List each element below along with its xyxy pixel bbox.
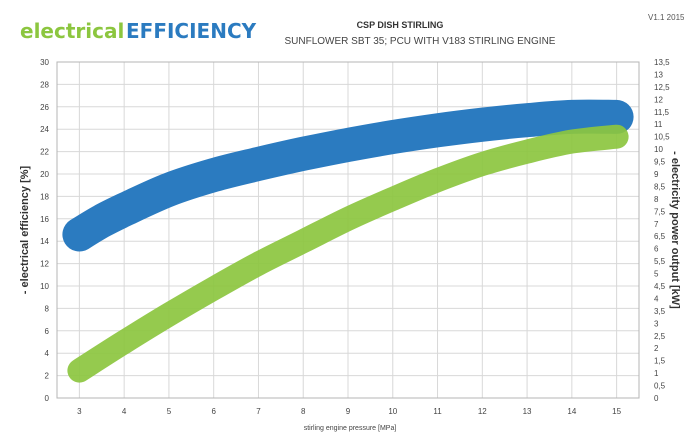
- y-tick-right-1: 0,5: [654, 382, 666, 391]
- y-tick-left-12: 24: [40, 125, 49, 134]
- y-tick-right-0: 0: [654, 394, 659, 403]
- chart-title: CSP DISH STIRLING: [357, 20, 444, 30]
- y-tick-right-16: 8: [654, 195, 659, 204]
- y-tick-left-1: 2: [45, 372, 50, 381]
- x-tick-7: 10: [388, 407, 397, 416]
- x-tick-5: 8: [301, 407, 306, 416]
- y-tick-right-24: 12: [654, 95, 663, 104]
- y-tick-left-14: 28: [40, 80, 49, 89]
- x-axis-label: stirling engine pressure [MPa]: [304, 425, 397, 432]
- plot-frame: [56, 61, 640, 399]
- x-tick-12: 15: [612, 407, 621, 416]
- y-tick-right-15: 7,5: [654, 207, 666, 216]
- x-tick-0: 3: [77, 407, 82, 416]
- y-tick-left-3: 6: [45, 327, 50, 336]
- y-tick-right-25: 12,5: [654, 83, 670, 92]
- x-tick-4: 7: [256, 407, 261, 416]
- x-tick-3: 6: [211, 407, 216, 416]
- y-tick-right-8: 4: [654, 294, 659, 303]
- version-label: V1.1 2015: [648, 13, 684, 22]
- y-tick-right-21: 10,5: [654, 133, 670, 142]
- y-tick-right-7: 3,5: [654, 307, 666, 316]
- y-tick-right-4: 2: [654, 344, 659, 353]
- y-tick-right-14: 7: [654, 220, 659, 229]
- y-tick-right-3: 1,5: [654, 357, 666, 366]
- y-axis-label-left: - electrical efficiency [%]: [19, 165, 31, 294]
- y-tick-left-8: 16: [40, 215, 49, 224]
- y-tick-right-12: 6: [654, 245, 659, 254]
- y-tick-left-9: 18: [40, 192, 49, 201]
- series-line-0: [62, 99, 634, 252]
- y-tick-right-10: 5: [654, 270, 659, 279]
- y-tick-left-13: 26: [40, 103, 49, 112]
- y-tick-left-2: 4: [45, 349, 50, 358]
- y-tick-right-2: 1: [654, 369, 659, 378]
- x-tick-11: 14: [567, 407, 576, 416]
- y-tick-right-18: 9: [654, 170, 659, 179]
- chart-subtitle: SUNFLOWER SBT 35; PCU WITH V183 STIRLING…: [285, 36, 556, 47]
- y-tick-left-15: 30: [40, 58, 49, 67]
- y-axis-label-right: - electricity power output [kW]: [669, 151, 681, 309]
- x-tick-1: 4: [122, 407, 127, 416]
- y-tick-left-6: 12: [40, 260, 49, 269]
- tick-labels: 02468101214161820222426283000,511,522,53…: [40, 58, 670, 416]
- brand-word-electrical: electrical: [20, 19, 124, 43]
- y-tick-right-13: 6,5: [654, 232, 666, 241]
- y-tick-right-27: 13,5: [654, 58, 670, 67]
- series-line-1: [67, 124, 629, 383]
- series-layer: [62, 99, 634, 383]
- y-tick-left-10: 20: [40, 170, 49, 179]
- y-tick-right-9: 4,5: [654, 282, 666, 291]
- y-tick-right-19: 9,5: [654, 158, 666, 167]
- x-tick-8: 11: [433, 407, 442, 416]
- y-tick-right-5: 2,5: [654, 332, 666, 341]
- y-tick-left-5: 10: [40, 282, 49, 291]
- x-tick-2: 5: [167, 407, 172, 416]
- y-tick-right-22: 11: [654, 120, 663, 129]
- y-tick-right-11: 5,5: [654, 257, 666, 266]
- y-tick-right-6: 3: [654, 319, 659, 328]
- brand-word-efficiency: EFFICIENCY: [126, 19, 257, 43]
- x-tick-6: 9: [346, 407, 351, 416]
- y-tick-right-20: 10: [654, 145, 663, 154]
- y-tick-left-4: 8: [45, 304, 50, 313]
- y-tick-right-23: 11,5: [654, 108, 670, 117]
- y-tick-right-17: 8,5: [654, 182, 666, 191]
- y-tick-right-26: 13: [654, 70, 663, 79]
- y-tick-left-0: 0: [45, 394, 50, 403]
- x-tick-10: 13: [523, 407, 532, 416]
- y-tick-left-7: 14: [40, 237, 49, 246]
- x-tick-9: 12: [478, 407, 487, 416]
- y-tick-left-11: 22: [40, 148, 49, 157]
